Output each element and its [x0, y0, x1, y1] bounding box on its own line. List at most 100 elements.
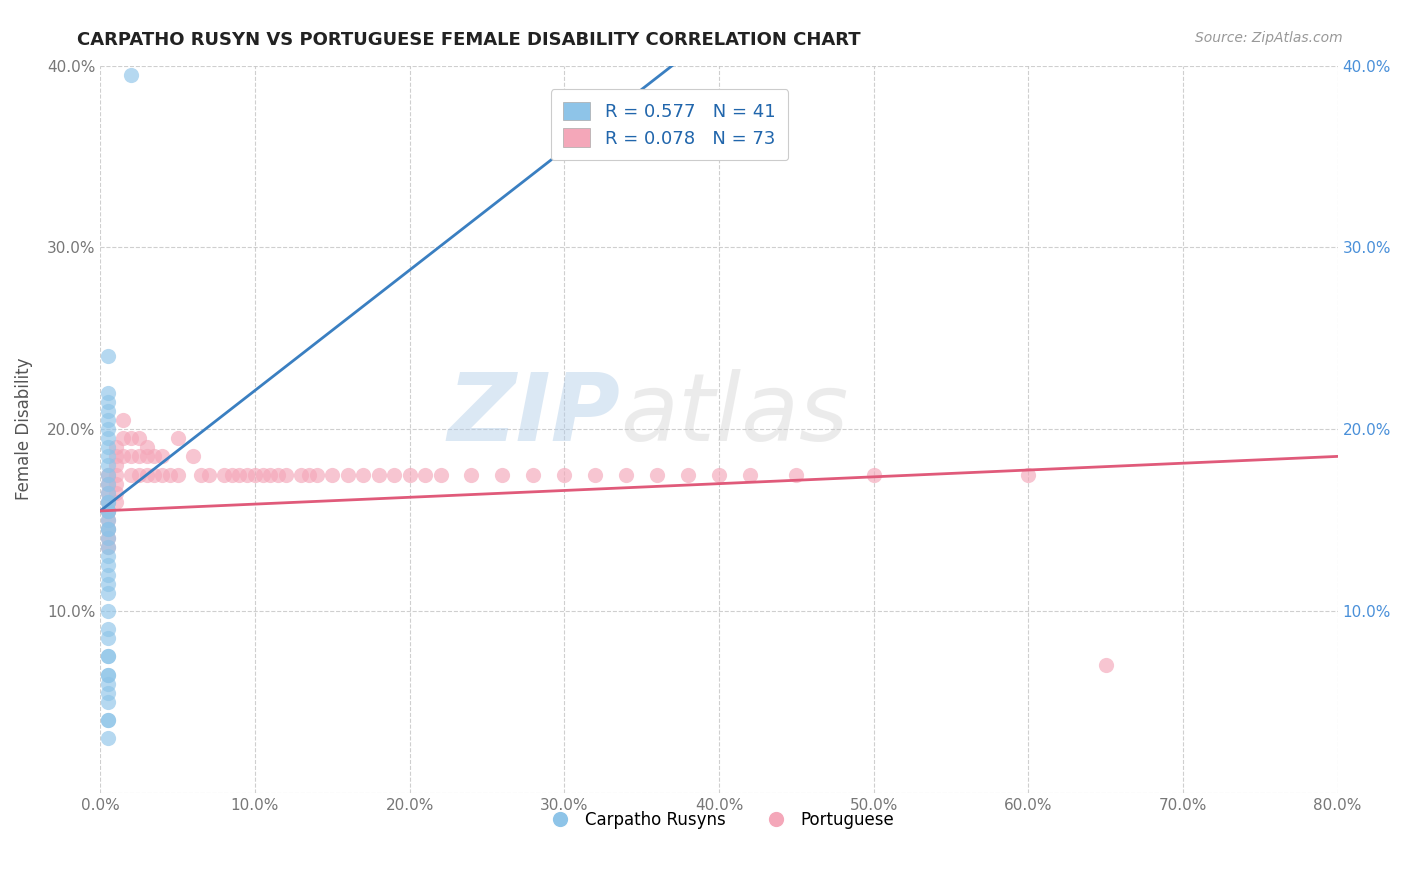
Point — [159, 467, 181, 482]
Point — [212, 467, 235, 482]
Point — [97, 522, 120, 536]
Point — [259, 467, 281, 482]
Point — [97, 513, 120, 527]
Point — [143, 467, 166, 482]
Point — [135, 450, 157, 464]
Point — [112, 450, 135, 464]
Point — [97, 495, 120, 509]
Point — [305, 467, 328, 482]
Point — [97, 576, 120, 591]
Point — [97, 667, 120, 681]
Point — [150, 450, 173, 464]
Point — [97, 522, 120, 536]
Point — [97, 385, 120, 400]
Point — [460, 467, 482, 482]
Point — [97, 467, 120, 482]
Point — [97, 522, 120, 536]
Point — [97, 631, 120, 645]
Point — [97, 495, 120, 509]
Text: ZIP: ZIP — [447, 368, 620, 460]
Point — [97, 485, 120, 500]
Text: Source: ZipAtlas.com: Source: ZipAtlas.com — [1195, 31, 1343, 45]
Point — [97, 676, 120, 690]
Point — [135, 440, 157, 454]
Point — [738, 467, 761, 482]
Point — [120, 68, 142, 82]
Point — [398, 467, 420, 482]
Point — [104, 440, 127, 454]
Point — [522, 467, 544, 482]
Point — [150, 467, 173, 482]
Point — [97, 431, 120, 445]
Point — [429, 467, 451, 482]
Point — [97, 476, 120, 491]
Point — [97, 450, 120, 464]
Point — [785, 467, 807, 482]
Point — [97, 404, 120, 418]
Point — [290, 467, 312, 482]
Point — [97, 395, 120, 409]
Point — [97, 549, 120, 564]
Point — [97, 504, 120, 518]
Point — [104, 450, 127, 464]
Point — [97, 513, 120, 527]
Point — [97, 350, 120, 364]
Point — [197, 467, 219, 482]
Point — [120, 450, 142, 464]
Point — [120, 467, 142, 482]
Point — [97, 504, 120, 518]
Point — [707, 467, 730, 482]
Point — [128, 450, 150, 464]
Point — [221, 467, 243, 482]
Point — [336, 467, 359, 482]
Point — [97, 686, 120, 700]
Point — [97, 541, 120, 555]
Point — [104, 458, 127, 473]
Point — [97, 422, 120, 436]
Legend: Carpatho Rusyns, Portuguese: Carpatho Rusyns, Portuguese — [537, 804, 901, 835]
Point — [97, 695, 120, 709]
Point — [97, 495, 120, 509]
Point — [298, 467, 321, 482]
Point — [97, 531, 120, 545]
Point — [413, 467, 436, 482]
Point — [135, 467, 157, 482]
Point — [97, 622, 120, 636]
Point — [97, 504, 120, 518]
Point — [166, 467, 188, 482]
Point — [181, 450, 204, 464]
Point — [128, 467, 150, 482]
Text: CARPATHO RUSYN VS PORTUGUESE FEMALE DISABILITY CORRELATION CHART: CARPATHO RUSYN VS PORTUGUESE FEMALE DISA… — [77, 31, 860, 49]
Point — [112, 431, 135, 445]
Point — [97, 649, 120, 664]
Point — [676, 467, 699, 482]
Point — [97, 413, 120, 427]
Point — [862, 467, 884, 482]
Point — [97, 713, 120, 727]
Point — [190, 467, 212, 482]
Point — [97, 731, 120, 745]
Point — [1017, 467, 1039, 482]
Point — [1094, 658, 1116, 673]
Point — [97, 476, 120, 491]
Point — [228, 467, 250, 482]
Point — [112, 413, 135, 427]
Point — [166, 431, 188, 445]
Point — [267, 467, 290, 482]
Point — [97, 440, 120, 454]
Point — [97, 604, 120, 618]
Point — [97, 458, 120, 473]
Point — [97, 531, 120, 545]
Point — [97, 541, 120, 555]
Point — [97, 649, 120, 664]
Point — [97, 585, 120, 599]
Point — [104, 467, 127, 482]
Point — [97, 467, 120, 482]
Point — [128, 431, 150, 445]
Point — [97, 667, 120, 681]
Point — [97, 713, 120, 727]
Point — [104, 476, 127, 491]
Point — [274, 467, 297, 482]
Y-axis label: Female Disability: Female Disability — [15, 358, 32, 500]
Point — [491, 467, 513, 482]
